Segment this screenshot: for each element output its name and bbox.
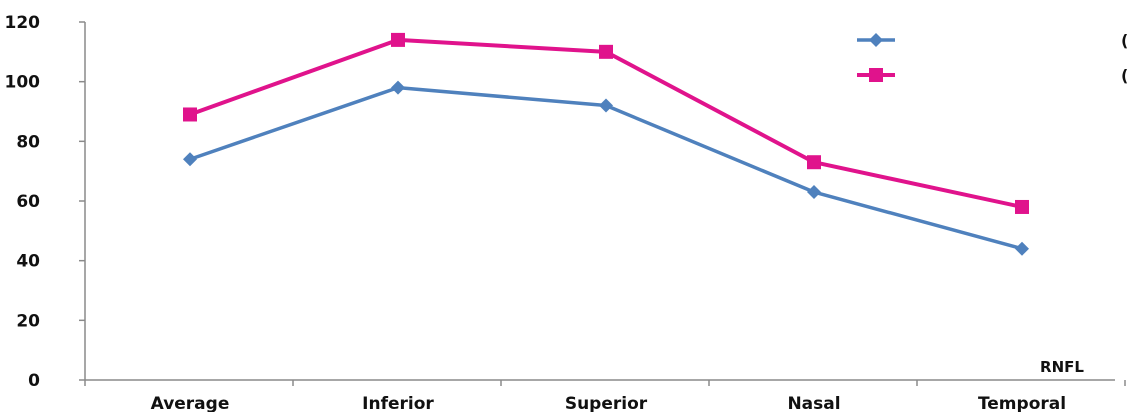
data-point-square (1015, 199, 1029, 214)
legend-marker-diamond (869, 33, 883, 47)
y-tick-label: 0 (28, 371, 40, 391)
data-point-square (391, 32, 405, 47)
data-point-diamond (1015, 241, 1029, 256)
x-axis-ticks: Average Inferior Superior Nasal Temporal (84, 380, 1126, 412)
legend-marker-square (869, 68, 883, 82)
x-tick-label: Inferior (362, 394, 434, 412)
data-point-diamond (391, 80, 405, 95)
series-lines (189, 37, 1023, 251)
x-axis-label: RNFL (1040, 358, 1084, 376)
x-tick-label: Superior (565, 394, 648, 412)
series-markers (183, 32, 1029, 256)
data-point-diamond (599, 98, 613, 113)
x-tick-label: Average (151, 394, 230, 412)
legend: التهاب العصب البصري(+) التهاب العصب البصر… (857, 31, 1128, 86)
y-tick-label: 120 (5, 13, 41, 33)
y-tick-label: 100 (5, 73, 41, 93)
y-tick-label: 40 (16, 252, 40, 272)
series-line (189, 37, 1023, 209)
legend-label: التهاب العصب البصري(-) (1121, 66, 1128, 86)
data-point-square (807, 155, 821, 170)
x-tick-label: Nasal (787, 394, 840, 412)
legend-label: التهاب العصب البصري(+) (1121, 31, 1128, 51)
chart-axes (84, 22, 1115, 381)
y-tick-label: 20 (16, 311, 40, 331)
y-tick-label: 80 (16, 132, 40, 152)
y-tick-label: 60 (16, 192, 40, 212)
y-axis-ticks: 0 20 40 60 80 100 120 (5, 13, 85, 391)
x-tick-label: Temporal (978, 394, 1066, 412)
data-point-diamond (807, 185, 821, 200)
data-point-square (183, 107, 197, 122)
data-point-square (599, 44, 613, 59)
data-point-diamond (183, 152, 197, 167)
